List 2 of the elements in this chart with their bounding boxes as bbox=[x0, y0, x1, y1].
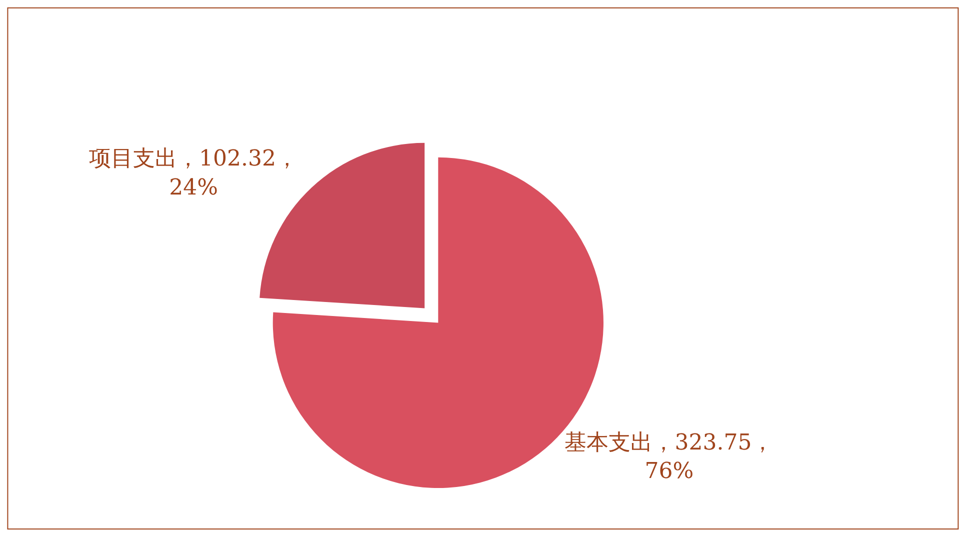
slice-label: 项目支出，102.32，24% bbox=[89, 146, 298, 200]
slice-label: 基本支出，323.75，76% bbox=[564, 430, 774, 484]
